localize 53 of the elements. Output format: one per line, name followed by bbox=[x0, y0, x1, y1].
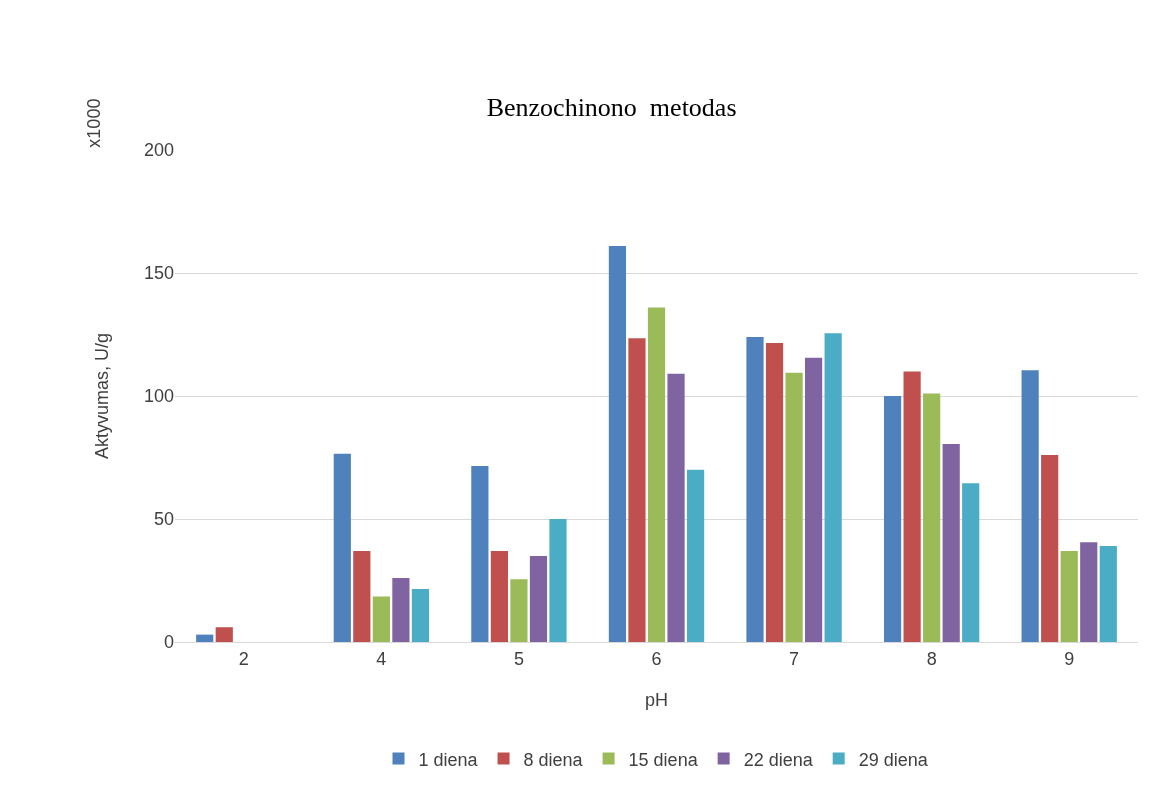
legend-label: 1 diena bbox=[418, 749, 479, 770]
bar bbox=[942, 443, 960, 642]
bar bbox=[686, 469, 705, 642]
bar bbox=[647, 307, 666, 642]
bar bbox=[1080, 542, 1098, 642]
x-tick-label: 5 bbox=[513, 648, 524, 669]
bar bbox=[353, 550, 371, 642]
bar bbox=[628, 338, 646, 642]
x-tick-label: 8 bbox=[926, 648, 937, 669]
y-axis-title: Aktyvumas, U/g bbox=[92, 332, 113, 460]
bar bbox=[785, 372, 803, 642]
legend-label: 8 diena bbox=[523, 749, 584, 770]
bar bbox=[196, 634, 214, 642]
legend-label: 15 diena bbox=[628, 749, 699, 770]
bar bbox=[1041, 455, 1059, 642]
legend-label: 22 diena bbox=[743, 749, 814, 770]
bar bbox=[883, 396, 902, 642]
x-tick-label: 7 bbox=[789, 648, 800, 669]
bar bbox=[1099, 546, 1117, 642]
chart-title: Benzochinono metodas bbox=[486, 92, 737, 122]
bar bbox=[667, 373, 685, 642]
x-tick-label: 4 bbox=[376, 648, 387, 669]
text: x1000 bbox=[83, 98, 104, 148]
y-tick-label: 200 bbox=[143, 140, 174, 161]
bar bbox=[1021, 370, 1039, 642]
y-tick-label: 150 bbox=[143, 263, 174, 284]
y-tick-label: 50 bbox=[153, 509, 174, 530]
x-tick-label: 6 bbox=[651, 648, 662, 669]
bar bbox=[471, 466, 489, 642]
bar bbox=[608, 245, 627, 642]
bar bbox=[215, 627, 233, 642]
bar bbox=[903, 371, 921, 642]
bar bbox=[490, 550, 508, 642]
x-tick-label: 2 bbox=[238, 648, 249, 669]
bar bbox=[923, 393, 941, 642]
bar bbox=[411, 589, 430, 642]
bar bbox=[1060, 550, 1078, 642]
bar bbox=[962, 483, 980, 642]
bar bbox=[510, 579, 528, 642]
y-tick-label: 100 bbox=[143, 386, 174, 407]
bar bbox=[805, 357, 823, 642]
x-axis-title: pH bbox=[644, 690, 669, 710]
bar bbox=[746, 336, 764, 642]
legend-label: 29 diena bbox=[858, 749, 929, 770]
bar bbox=[529, 555, 548, 642]
bar bbox=[392, 578, 410, 642]
x-tick-label: 9 bbox=[1064, 648, 1075, 669]
y-tick-label: 0 bbox=[163, 632, 174, 653]
bar bbox=[372, 596, 390, 642]
bar bbox=[824, 333, 842, 642]
bar bbox=[765, 343, 784, 642]
bar bbox=[549, 519, 567, 642]
bar bbox=[333, 453, 351, 642]
